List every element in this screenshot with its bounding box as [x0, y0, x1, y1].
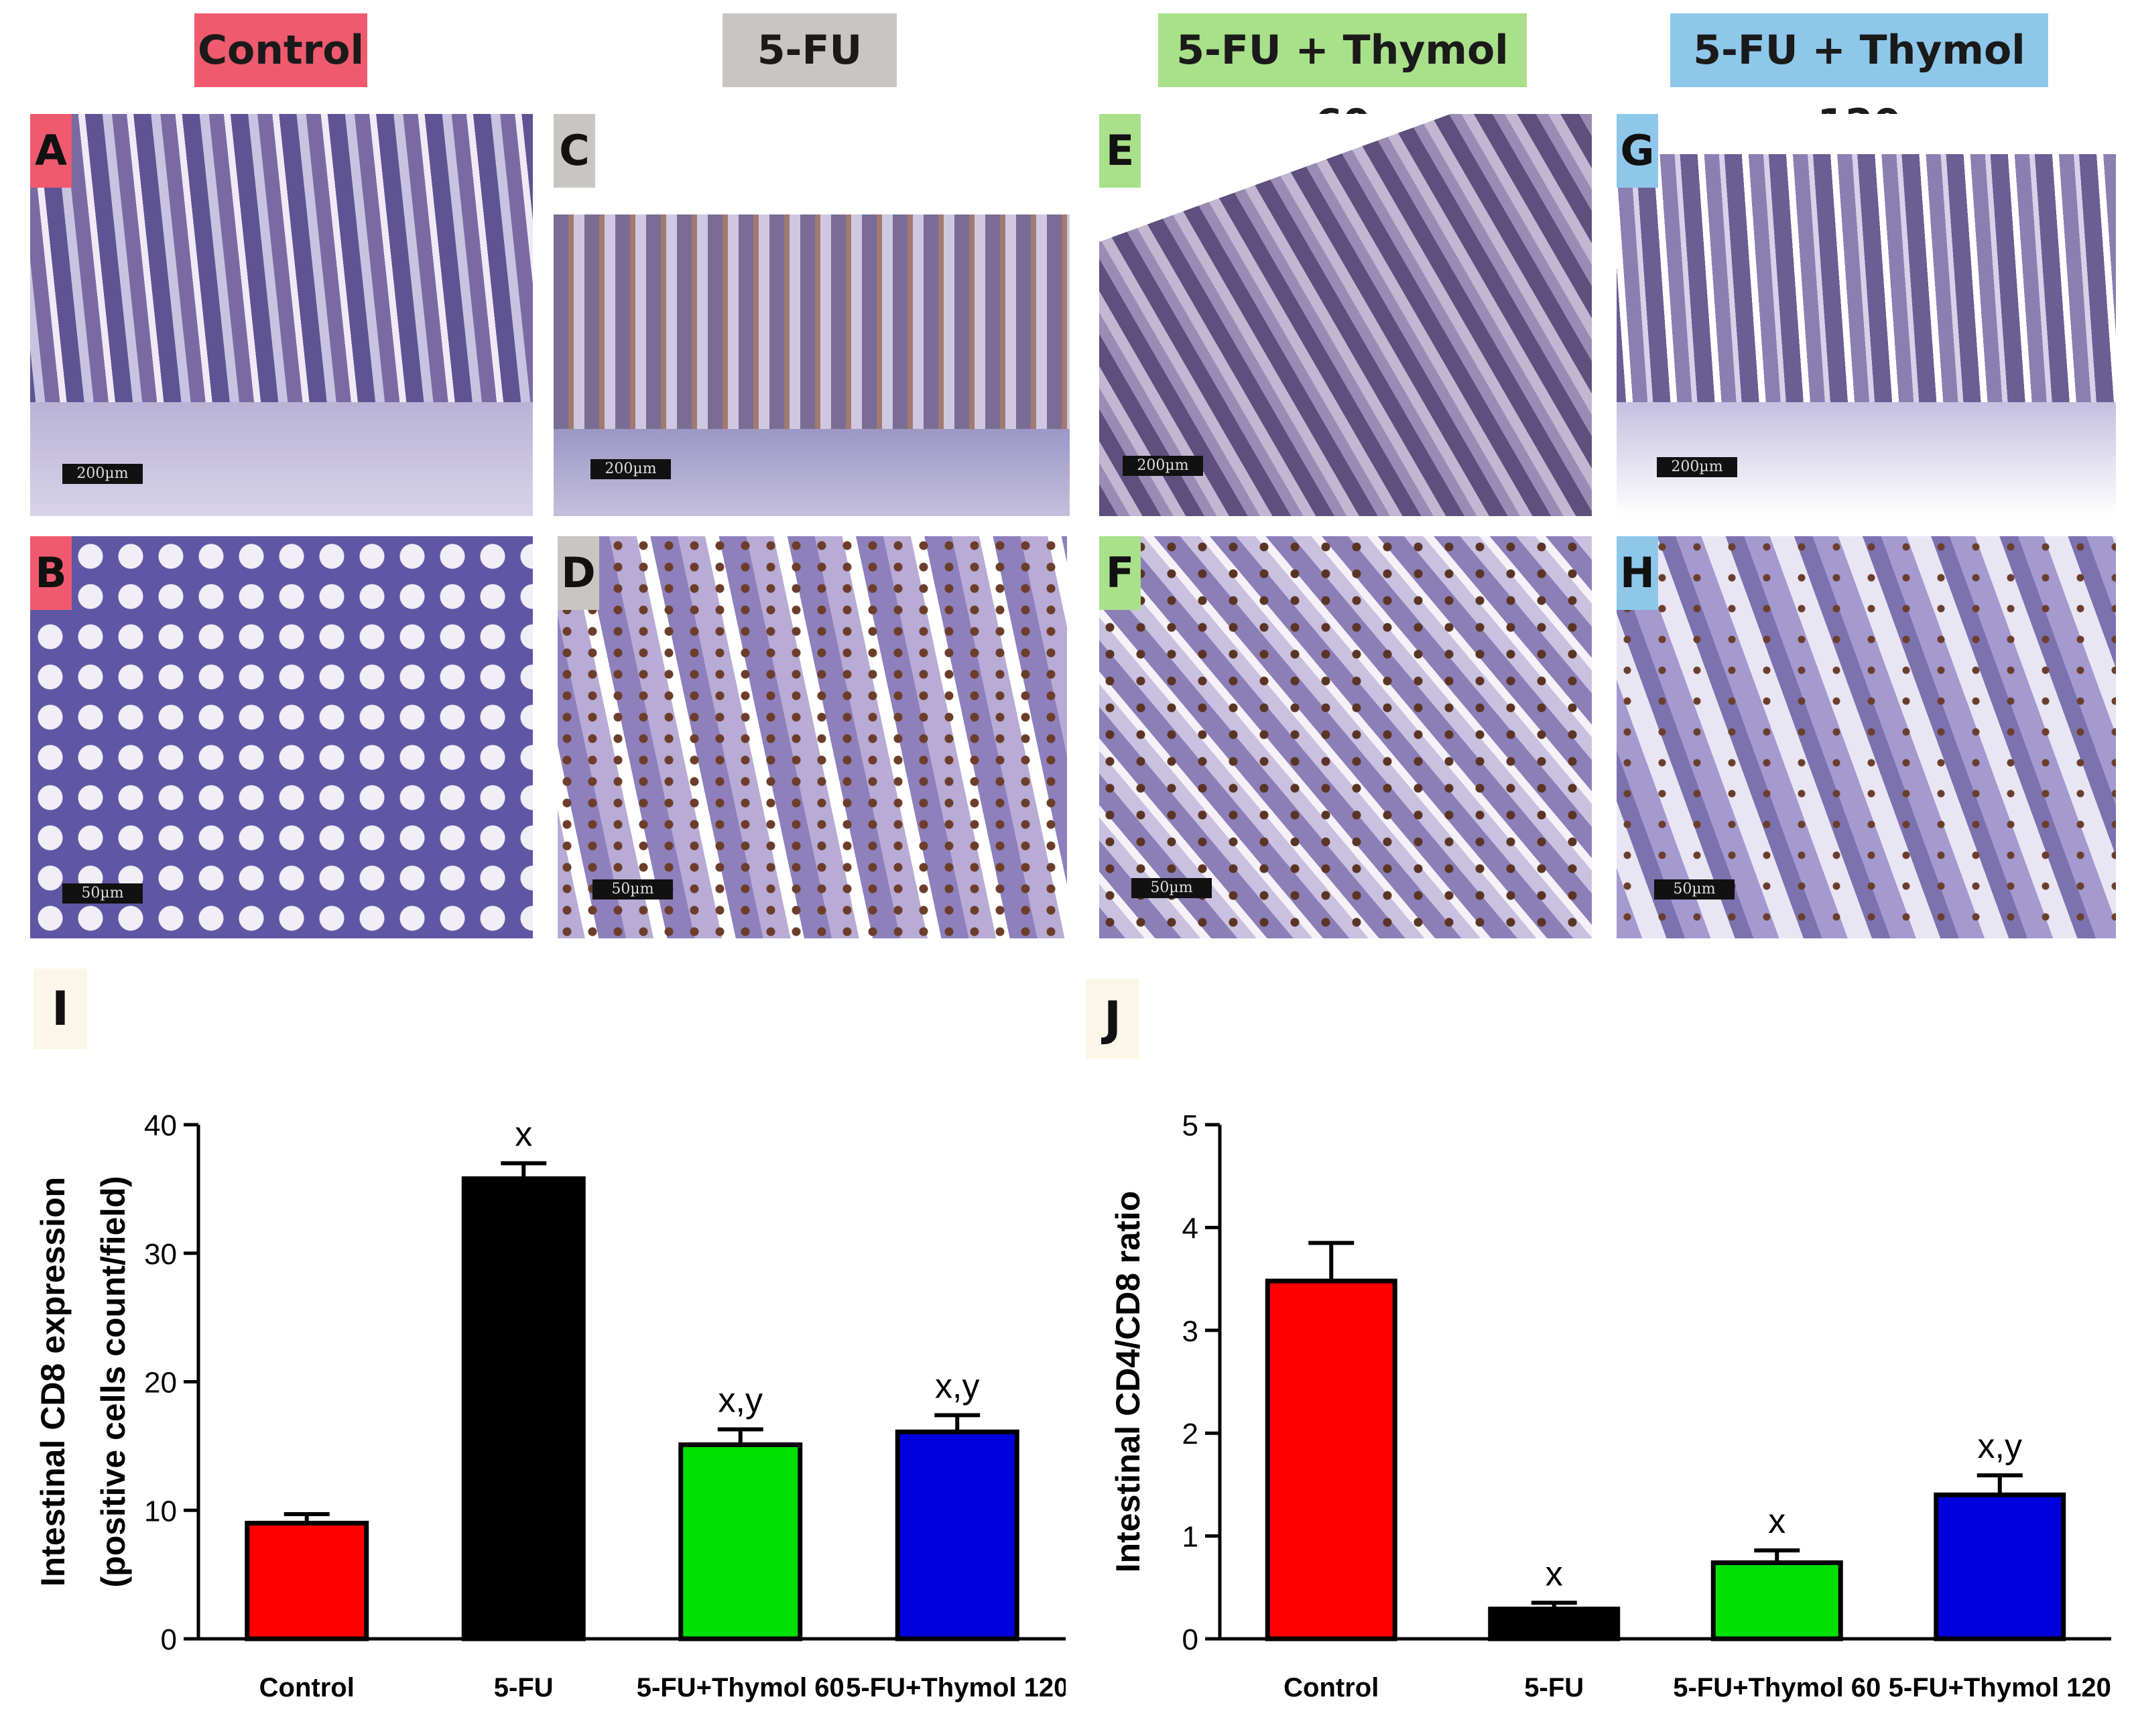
significance-label: x,y — [1978, 1427, 2022, 1466]
significance-label: x — [1768, 1502, 1785, 1541]
x-tick-label: 5-FU — [1524, 1673, 1584, 1702]
scale-bar-b: 50µm — [62, 883, 143, 904]
panel-label-b: B — [30, 536, 72, 610]
bar — [678, 1442, 803, 1641]
header-control: Control — [194, 13, 367, 87]
x-tick-label: 5-FU — [494, 1673, 554, 1702]
x-tick-label: Control — [259, 1673, 355, 1702]
micrograph-c: C 200µm — [554, 114, 1070, 516]
y-axis-label: Intestinal CD4/CD8 ratio — [1109, 1191, 1147, 1573]
significance-label: x — [515, 1115, 532, 1154]
bar — [895, 1429, 1019, 1641]
scale-bar-c: 200µm — [590, 459, 671, 479]
y-tick-label: 30 — [144, 1238, 177, 1271]
panel-label-h: H — [1617, 536, 1658, 610]
bar — [245, 1520, 369, 1641]
x-tick-label: 5-FU+Thymol 60 — [637, 1673, 844, 1702]
y-tick-label: 2 — [1182, 1418, 1198, 1450]
significance-label: x,y — [935, 1367, 979, 1406]
micrograph-d: D 50µm — [558, 536, 1067, 938]
y-tick-label: 0 — [161, 1623, 177, 1656]
scale-bar-e: 200µm — [1123, 456, 1203, 476]
micrograph-g: G 200µm — [1617, 114, 2116, 516]
bar — [461, 1176, 586, 1641]
panel-label-e: E — [1099, 114, 1141, 188]
header-thymol120: 5-FU + Thymol 120 — [1670, 13, 2048, 147]
bar — [1488, 1607, 1621, 1641]
y-tick-label: 20 — [144, 1367, 177, 1400]
x-tick-label: 5-FU+Thymol 60 — [1673, 1673, 1881, 1702]
x-tick-label: 5-FU+Thymol 120 — [846, 1673, 1066, 1702]
chart-letter-j: J — [1086, 979, 1139, 1059]
y-axis-label: Intestinal CD8 expression — [34, 1177, 72, 1587]
micrograph-h: H 50µm — [1617, 536, 2116, 938]
scale-bar-g: 200µm — [1657, 457, 1737, 477]
header-5fu: 5-FU — [723, 13, 897, 87]
scale-bar-d: 50µm — [592, 879, 673, 900]
y-axis-label-units: (positive cells count/field) — [95, 1176, 132, 1588]
micrograph-e: E 200µm — [1099, 114, 1592, 516]
bar — [1710, 1560, 1843, 1641]
micrograph-b: B 50µm — [30, 536, 533, 938]
bar — [1265, 1278, 1397, 1641]
panel-label-c: C — [554, 114, 595, 188]
panel-label-g: G — [1617, 114, 1658, 188]
x-tick-label: 5-FU+Thymol 120 — [1889, 1673, 2111, 1702]
chart-cd8-expression: 0 10 20 30 40 Intestinal CD8 expression (posit… — [34, 1109, 1066, 1702]
x-tick-label: Control — [1283, 1673, 1379, 1702]
significance-label: x — [1546, 1554, 1563, 1593]
y-tick-label: 4 — [1182, 1212, 1198, 1245]
scale-bar-a: 200µm — [62, 464, 143, 484]
chart-letter-i: I — [34, 969, 87, 1049]
chart-cd4-cd8-ratio: 0 1 2 3 4 5 Intestinal CD4/CD8 ratio Control x 5-… — [1109, 1109, 2111, 1702]
bar — [1934, 1492, 2066, 1641]
y-tick-label: 10 — [144, 1495, 177, 1528]
y-tick-label: 40 — [144, 1109, 177, 1142]
significance-label: x,y — [718, 1381, 763, 1420]
micrograph-a: A 200µm — [30, 114, 533, 516]
panel-label-d: D — [558, 536, 599, 610]
scale-bar-h: 50µm — [1654, 879, 1735, 900]
header-thymol60: 5-FU + Thymol 60 — [1158, 13, 1527, 147]
panel-label-a: A — [30, 114, 72, 188]
y-tick-label: 0 — [1182, 1623, 1198, 1656]
y-tick-label: 5 — [1182, 1109, 1198, 1142]
micrograph-f: F 50µm — [1099, 536, 1592, 938]
scale-bar-f: 50µm — [1131, 878, 1212, 898]
panel-label-f: F — [1099, 536, 1141, 610]
y-tick-label: 3 — [1182, 1315, 1198, 1348]
y-tick-label: 1 — [1182, 1521, 1198, 1554]
